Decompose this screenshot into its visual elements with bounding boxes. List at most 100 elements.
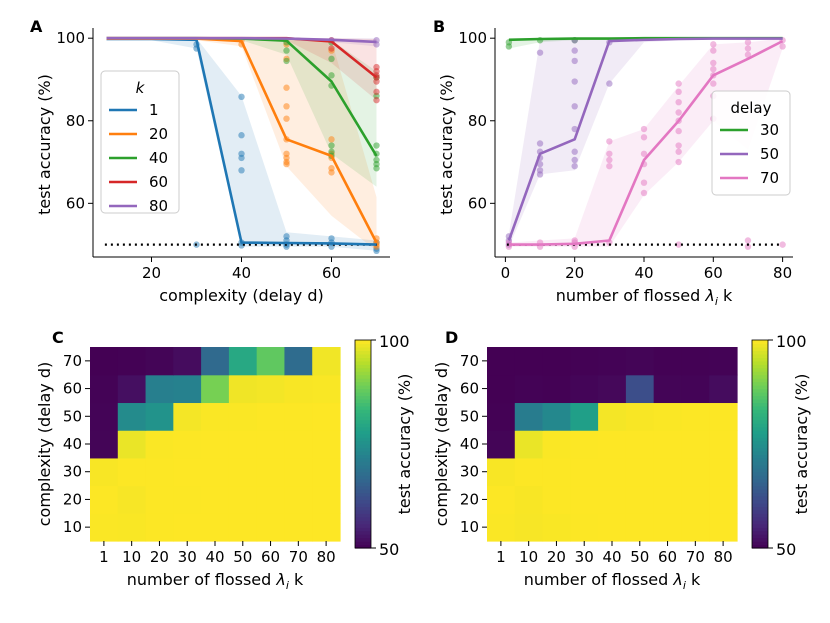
heatmap-cell	[145, 402, 174, 431]
legend-label-80: 80	[149, 197, 168, 215]
heatmap-cell	[570, 402, 599, 431]
colorbar-segment	[752, 340, 768, 345]
heatmap-cell	[228, 513, 258, 542]
colorbar-segment	[355, 537, 371, 542]
heatmap-cell	[487, 347, 516, 376]
heatmap-cell	[542, 402, 571, 431]
colorbar-frame	[354, 339, 372, 549]
heatmap-cell	[681, 457, 710, 487]
colorbar-segment	[752, 447, 768, 452]
heatmap-cell	[173, 485, 202, 514]
y-tick-label: 30	[63, 463, 82, 481]
x-axis-label: number of flossed λi k	[524, 570, 701, 592]
heatmap-cell	[284, 513, 313, 542]
heatmap-cell	[514, 430, 544, 459]
colorbar-tick-label: 100	[379, 332, 410, 351]
colorbar-segment	[355, 478, 371, 483]
heatmap-cell	[90, 485, 119, 514]
x-tick-label: 40	[634, 264, 653, 282]
colorbar-segment	[355, 360, 371, 365]
colorbar-segment	[752, 357, 768, 362]
colorbar-segment	[752, 489, 768, 494]
colorbar-segment	[355, 516, 371, 521]
data-point	[675, 142, 682, 149]
heatmap-cell	[709, 430, 738, 459]
x-tick-label: 0	[501, 264, 511, 282]
colorbar-segment	[355, 444, 371, 449]
x-tick-label: 50	[630, 548, 649, 566]
colorbar-segment	[355, 392, 371, 397]
heatmap-cell	[256, 374, 286, 404]
heatmap-cell	[117, 513, 147, 542]
data-point	[373, 142, 380, 149]
x-tick-label: 10	[519, 548, 538, 566]
y-tick-label: 50	[460, 407, 479, 425]
heatmap-cell	[681, 402, 710, 431]
heatmap-cell	[709, 374, 738, 404]
y-tick-label: 50	[63, 407, 82, 425]
heatmap-cell	[514, 374, 544, 404]
band-k-70	[508, 38, 783, 247]
heatmap-cell	[681, 430, 710, 459]
heatmap-cell	[653, 457, 683, 487]
heatmap-cell	[514, 402, 544, 431]
heatmap-cell	[173, 347, 202, 376]
data-point	[238, 167, 245, 174]
data-point	[640, 179, 648, 186]
colorbar-segment	[355, 419, 371, 424]
x-tick-label: 20	[547, 548, 566, 566]
data-point	[779, 43, 786, 50]
colorbar-segment	[355, 454, 371, 459]
colorbar-segment	[752, 506, 768, 511]
x-tick-label: 40	[602, 548, 621, 566]
y-tick-label: 70	[460, 352, 479, 370]
colorbar-label: test accuracy (%)	[792, 374, 811, 515]
colorbar-segment	[752, 450, 768, 455]
data-point	[283, 115, 290, 122]
data-point	[571, 162, 578, 170]
legend-label-50: 50	[760, 145, 779, 163]
heatmap-cell	[625, 402, 655, 431]
x-tick-label: 30	[178, 548, 197, 566]
heatmap-cell	[598, 430, 627, 459]
data-point	[238, 154, 245, 162]
data-point	[373, 165, 380, 172]
data-point	[571, 57, 578, 65]
colorbar-label: test accuracy (%)	[395, 374, 414, 515]
colorbar-segment	[752, 471, 768, 476]
heatmap-cell	[653, 430, 683, 459]
data-point	[283, 84, 290, 91]
heatmap-cell	[117, 374, 147, 404]
data-point	[606, 156, 613, 164]
colorbar-segment	[752, 364, 768, 369]
heatmap-cell	[598, 513, 627, 542]
colorbar-segment	[355, 430, 371, 435]
legend-label-30: 30	[760, 121, 779, 139]
colorbar-segment	[752, 475, 768, 480]
heatmap-cell	[201, 430, 230, 459]
colorbar-segment	[355, 378, 371, 383]
heatmap-cell	[256, 485, 286, 514]
y-tick-label: 30	[460, 463, 479, 481]
y-tick-label: 60	[460, 380, 479, 398]
heatmap-cell	[542, 485, 571, 514]
heatmap-cell	[653, 485, 683, 514]
colorbar-segment	[752, 492, 768, 497]
data-point	[675, 109, 682, 116]
legend-title: k	[136, 79, 146, 97]
data-point	[283, 160, 290, 168]
colorbar-segment	[355, 485, 371, 490]
colorbar-segment	[355, 350, 371, 355]
data-point	[640, 134, 648, 141]
heatmap-cell	[570, 485, 599, 514]
colorbar-segment	[752, 530, 768, 535]
heatmap-cell	[625, 347, 655, 376]
colorbar-segment	[752, 478, 768, 483]
colorbar-segment	[355, 464, 371, 469]
heatmap-cell	[256, 513, 286, 542]
colorbar-segment	[752, 378, 768, 383]
colorbar-frame	[751, 339, 769, 549]
data-point	[571, 148, 578, 155]
heatmap-cell	[90, 513, 119, 542]
heatmap-cell	[598, 347, 627, 376]
